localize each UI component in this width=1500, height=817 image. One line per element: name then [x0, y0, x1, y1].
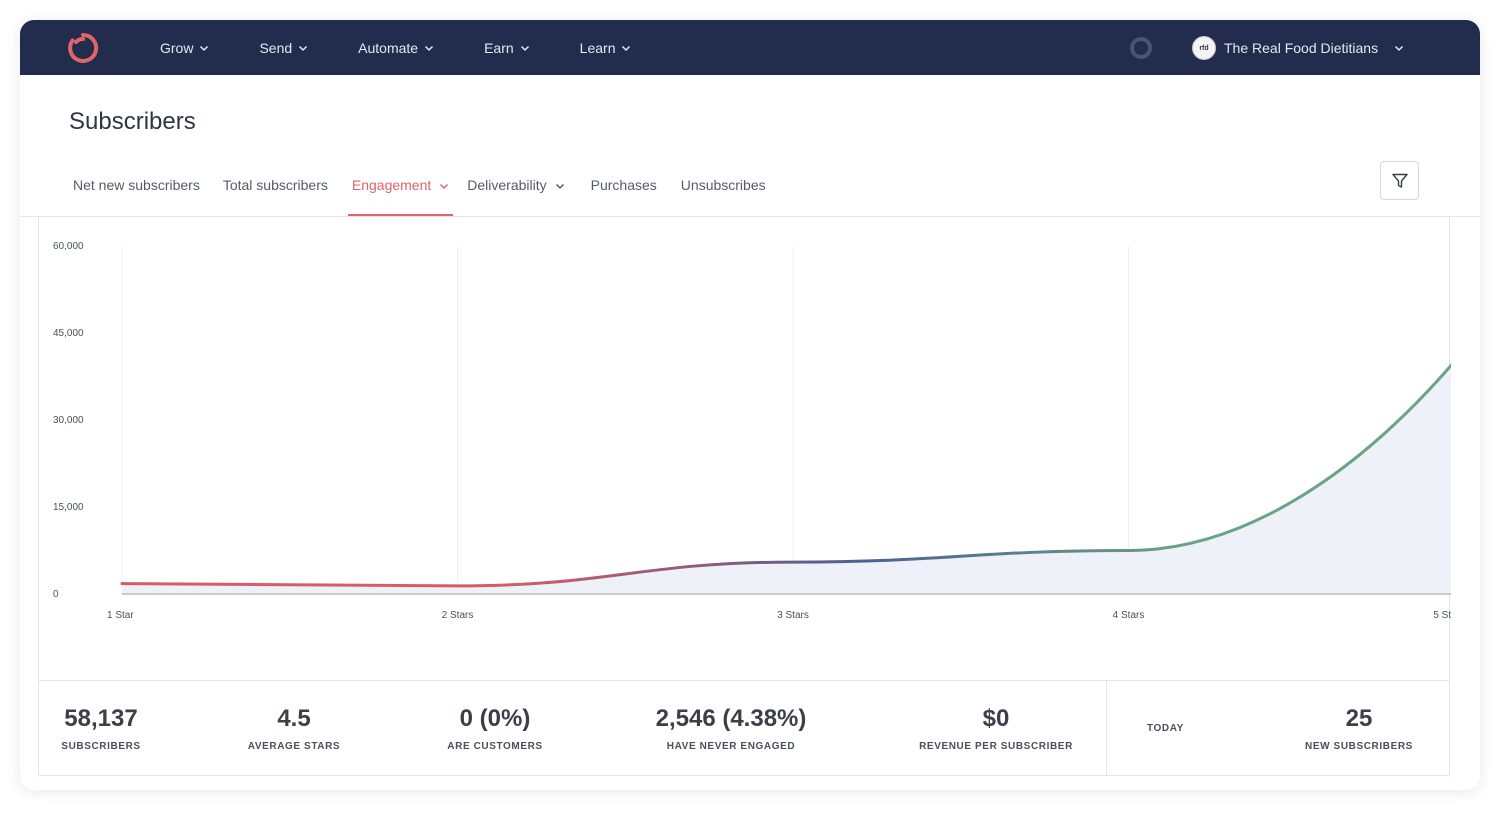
x-tick-label: 1 Star	[107, 610, 134, 621]
tab-label: Net new subscribers	[73, 177, 200, 193]
nav-item-label: Learn	[579, 39, 616, 56]
chevron-down-icon	[520, 45, 529, 51]
nav-item-label: Automate	[358, 39, 419, 56]
nav-item-label: Send	[259, 39, 293, 56]
report-tabs: Net new subscribers Total subscribers Enga…	[69, 170, 770, 216]
stat-label: AVERAGE STARS	[247, 740, 341, 752]
nav-item-earn[interactable]: Earn	[484, 40, 530, 56]
area-fill	[122, 365, 1451, 594]
nav-item-learn[interactable]: Learn	[580, 40, 632, 56]
x-tick-label: 3 Stars	[777, 610, 809, 621]
y-tick-label: 45,000	[53, 328, 84, 339]
loading-spinner-icon	[1130, 37, 1152, 59]
stats-today: TODAY 25 NEW SUBSCRIBERS	[1106, 681, 1450, 775]
stat-label: ARE CUSTOMERS	[447, 740, 543, 752]
tab-label: Deliverability	[467, 177, 547, 193]
chevron-down-icon	[425, 45, 434, 51]
tab-engagement[interactable]: Engagement	[347, 170, 454, 216]
stat-value: 25	[1345, 704, 1373, 732]
stat-value: 2,546 (4.38%)	[655, 704, 807, 732]
engagement-chart: 60,000 45,000 30,000 15,000 0 1 Star 2 Stars 3 …	[53, 241, 1451, 621]
stat-value: $0	[982, 704, 1010, 732]
stat-new-subscribers: 25 NEW SUBSCRIBERS	[1297, 681, 1421, 775]
filter-button[interactable]	[1380, 161, 1419, 200]
nav-item-automate[interactable]: Automate	[358, 40, 434, 56]
tab-label: Engagement	[351, 177, 432, 193]
nav-item-send[interactable]: Send	[259, 40, 308, 56]
stats-summary: 58,137 SUBSCRIBERS 4.5 AVERAGE STARS 0 (0%) A…	[38, 680, 1450, 776]
account-name: The Real Food Dietitians	[1224, 40, 1379, 56]
stat-label: SUBSCRIBERS	[61, 740, 141, 752]
stat-label: REVENUE PER SUBSCRIBER	[919, 740, 1073, 752]
series-line	[120, 363, 1451, 588]
x-tick-label: 5 Stars	[1433, 610, 1451, 621]
y-tick-label: 0	[53, 589, 59, 600]
chevron-down-icon	[299, 45, 308, 51]
y-tick-label: 60,000	[53, 241, 84, 252]
chevron-down-icon	[200, 45, 209, 51]
page-title: Subscribers	[69, 108, 196, 135]
app-window: Grow Send Automate Earn Learn rfd The Real F…	[20, 20, 1480, 790]
tab-unsubscribes[interactable]: Unsubscribes	[677, 170, 770, 216]
y-tick-label: 30,000	[53, 415, 84, 426]
stat-subscribers: 58,137 SUBSCRIBERS	[38, 681, 164, 775]
convertkit-logo-icon[interactable]	[66, 31, 100, 65]
account-menu[interactable]: rfd The Real Food Dietitians	[1192, 35, 1404, 61]
nav-item-label: Grow	[160, 39, 194, 56]
tab-purchases[interactable]: Purchases	[587, 170, 661, 216]
account-avatar: rfd	[1192, 36, 1216, 60]
filter-icon	[1391, 173, 1408, 188]
stat-value: 58,137	[64, 704, 138, 732]
tab-label: Total subscribers	[222, 177, 328, 193]
header-divider	[20, 216, 1480, 217]
stat-have-never-engaged: 2,546 (4.38%) HAVE NEVER ENGAGED	[566, 681, 896, 775]
y-tick-label: 15,000	[53, 502, 84, 513]
stat-value: 4.5	[277, 704, 311, 732]
stats-overview: 58,137 SUBSCRIBERS 4.5 AVERAGE STARS 0 (0%) A…	[38, 681, 1106, 775]
stat-label: HAVE NEVER ENGAGED	[666, 740, 796, 752]
stat-are-customers: 0 (0%) ARE CUSTOMERS	[424, 681, 566, 775]
today-label: TODAY	[1147, 723, 1184, 734]
chevron-down-icon	[622, 45, 631, 51]
tab-label: Purchases	[590, 177, 657, 193]
chevron-down-icon	[1395, 45, 1404, 52]
x-tick-label: 2 Stars	[442, 610, 474, 621]
chevron-down-icon	[555, 183, 564, 190]
x-tick-label: 4 Stars	[1113, 610, 1145, 621]
nav-item-grow[interactable]: Grow	[160, 40, 209, 56]
nav-item-label: Earn	[484, 39, 514, 56]
top-navigation-bar: Grow Send Automate Earn Learn rfd The Real F…	[20, 20, 1480, 75]
tab-net-new-subscribers[interactable]: Net new subscribers	[69, 170, 204, 216]
tab-label: Unsubscribes	[680, 177, 766, 193]
main-menu: Grow Send Automate Earn Learn	[160, 20, 681, 75]
chevron-down-icon	[440, 183, 449, 190]
stat-revenue-per-subscriber: $0 REVENUE PER SUBSCRIBER	[896, 681, 1096, 775]
stat-average-stars: 4.5 AVERAGE STARS	[164, 681, 424, 775]
engagement-chart-panel: 60,000 45,000 30,000 15,000 0 1 Star 2 Stars 3 …	[38, 217, 1451, 777]
stat-value: 0 (0%)	[459, 704, 531, 732]
stat-label: NEW SUBSCRIBERS	[1305, 740, 1413, 752]
tab-deliverability[interactable]: Deliverability	[463, 170, 568, 216]
tab-total-subscribers[interactable]: Total subscribers	[219, 170, 332, 216]
